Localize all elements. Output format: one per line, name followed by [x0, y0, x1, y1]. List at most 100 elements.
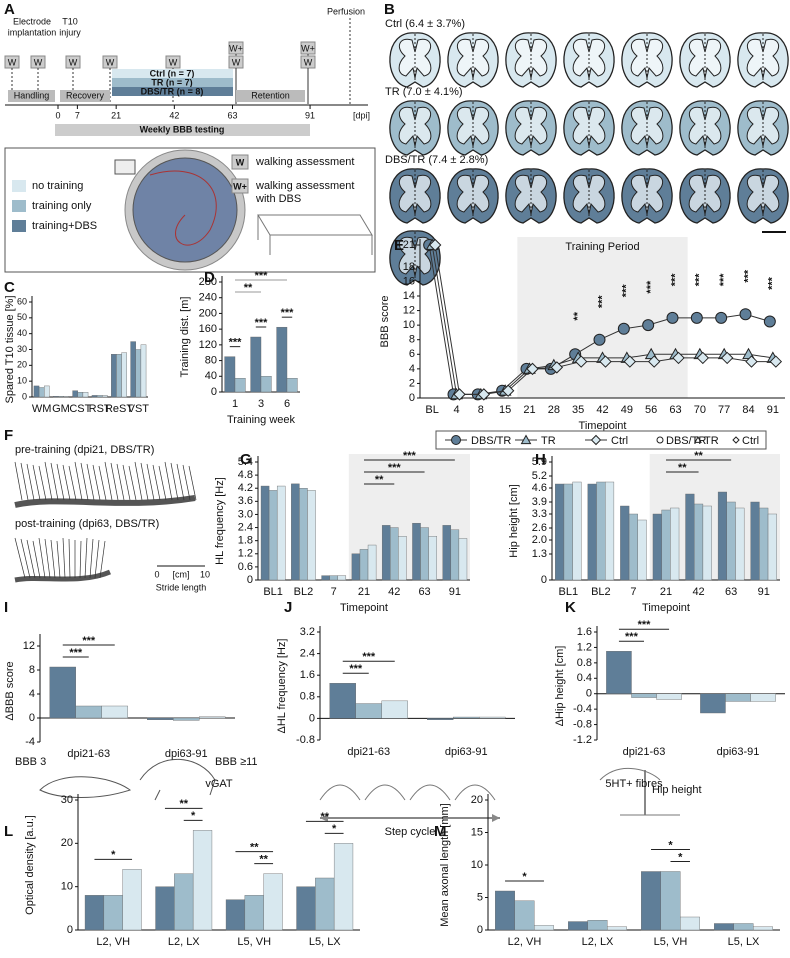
bar [555, 483, 565, 581]
significance-label: *** [767, 276, 779, 290]
x-tick-label: RST [89, 403, 111, 415]
significance-label: * [678, 851, 683, 863]
bar [103, 895, 123, 931]
annotation: T10 [62, 16, 78, 26]
y-tick-label: -1.2 [573, 734, 592, 746]
key-label: walking assessment [255, 156, 354, 168]
legend-label: no training [32, 180, 83, 192]
y-axis-label: ΔHip height [cm] [554, 646, 566, 727]
bar [420, 527, 429, 581]
legend-box [435, 430, 767, 450]
shaded-label: Training Period [565, 241, 639, 253]
bar [694, 503, 704, 581]
marker: W [34, 57, 43, 67]
significance-label: ** [375, 474, 384, 486]
drawing-label: BBB ≥11 [215, 756, 258, 768]
y-tick-label: 4.2 [238, 482, 253, 494]
y-tick-label: -0.8 [573, 718, 592, 730]
stick [84, 537, 88, 579]
y-tick-label: 10 [61, 881, 73, 893]
tick-label: 91 [305, 110, 315, 120]
y-axis-label: Spared T10 tissue [%] [4, 295, 16, 403]
point [739, 308, 752, 321]
bar [63, 396, 69, 398]
x-tick-label: dpi21-63 [347, 746, 390, 758]
bar [606, 651, 632, 694]
stick [89, 538, 94, 579]
legend-label: DBS/TR [666, 435, 706, 447]
point [763, 315, 776, 328]
legend-label: DBS/TR [471, 435, 511, 447]
point [453, 388, 466, 401]
panel-label: M [434, 823, 447, 840]
x-tick-label: 8 [478, 404, 484, 416]
x-tick-label: 6 [284, 398, 290, 410]
legend-marker [451, 435, 461, 445]
point [593, 333, 606, 346]
stick [20, 462, 29, 501]
bar [702, 505, 712, 581]
x-tick-label: 15 [499, 404, 511, 416]
x-tick-label: 91 [767, 404, 779, 416]
bar [299, 488, 308, 581]
x-tick-label: 7 [331, 586, 337, 598]
bar [38, 387, 45, 398]
y-tick-label: 4 [409, 363, 415, 375]
bar [72, 390, 78, 398]
bar [628, 513, 638, 581]
significance-label: * [522, 871, 527, 883]
scale-label: [cm] [173, 569, 190, 579]
stick [38, 465, 47, 501]
stick [86, 463, 95, 501]
bar [563, 483, 573, 581]
bar [58, 396, 64, 398]
stick [62, 464, 71, 501]
stick [170, 462, 179, 501]
point [526, 362, 539, 376]
bar [534, 925, 554, 931]
group-label: DBS/TR (n = 8) [141, 86, 204, 96]
x-tick-label: L2, VH [508, 936, 542, 948]
stick [140, 462, 149, 501]
significance-label: *** [255, 270, 269, 282]
x-tick-label: 42 [388, 586, 400, 598]
significance-label: ** [250, 842, 259, 854]
bar [260, 376, 272, 393]
y-tick-label: 5.9 [532, 456, 547, 468]
significance-label: *** [669, 273, 681, 287]
bar [337, 575, 347, 581]
bar [587, 483, 597, 581]
y-tick-label: 2.4 [238, 521, 253, 533]
y-tick-label: 5.4 [238, 456, 253, 468]
significance-label: *** [349, 663, 363, 675]
bar [367, 544, 377, 581]
x-tick-label: L2, VH [96, 936, 130, 948]
y-tick-label: 60 [17, 296, 27, 306]
x-tick-label: 63 [418, 586, 430, 598]
x-tick-label: WM [32, 403, 52, 415]
stick [26, 463, 35, 501]
y-axis-label: Training dist. [m] [179, 297, 191, 378]
bar [351, 553, 361, 581]
bar [637, 519, 647, 581]
significance-label: *** [69, 647, 83, 659]
stick [32, 540, 41, 579]
y-tick-label: 20 [471, 794, 483, 806]
panel-label: J [284, 599, 292, 616]
x-tick-label: 42 [692, 586, 704, 598]
point [745, 355, 758, 368]
tick-label: 0 [55, 110, 60, 120]
bar [122, 869, 142, 931]
x-tick-label: 3 [258, 398, 264, 410]
legend-label: TR [541, 435, 556, 447]
stick [32, 464, 41, 501]
point [715, 311, 728, 324]
y-axis-label: ΔHL frequency [Hz] [276, 639, 288, 734]
bar [286, 378, 298, 393]
bar [44, 385, 50, 398]
y-tick-label: 1.2 [238, 548, 253, 560]
significance-label: *** [645, 280, 657, 294]
bar [381, 525, 391, 581]
point [666, 311, 679, 324]
x-tick-label: BL2 [294, 586, 314, 598]
